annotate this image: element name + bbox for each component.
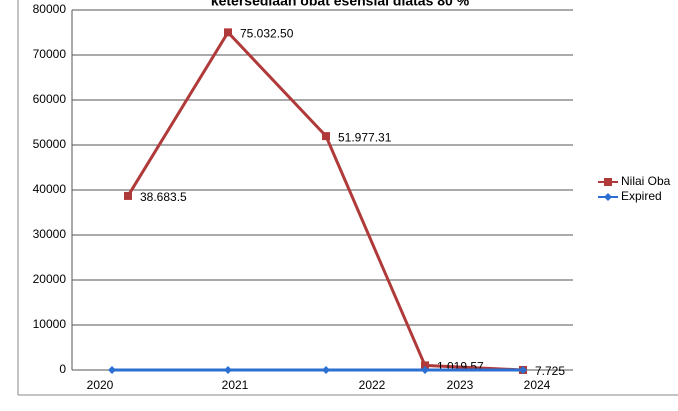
point bbox=[519, 366, 527, 374]
point bbox=[108, 366, 116, 374]
y-tick-label: 0 bbox=[59, 362, 66, 376]
legend-label: Expired bbox=[621, 189, 662, 203]
legend-marker bbox=[604, 178, 612, 186]
y-tick-label: 70000 bbox=[33, 47, 67, 61]
point bbox=[224, 28, 232, 37]
data-label: 38.683.5 bbox=[140, 190, 187, 204]
y-tick-label: 20000 bbox=[33, 272, 67, 286]
point bbox=[322, 132, 330, 141]
x-tick-label: 2021 bbox=[222, 378, 249, 392]
y-tick-label: 10000 bbox=[33, 317, 67, 331]
point bbox=[322, 366, 330, 374]
point bbox=[421, 366, 429, 374]
data-label: 51.977.31 bbox=[338, 130, 392, 144]
x-tick-label: 2023 bbox=[447, 378, 474, 392]
legend-marker bbox=[604, 193, 612, 201]
point bbox=[224, 366, 232, 374]
y-tick-label: 50000 bbox=[33, 137, 67, 151]
data-label: 75.032.50 bbox=[240, 27, 294, 41]
y-tick-label: 30000 bbox=[33, 227, 67, 241]
point bbox=[124, 191, 132, 200]
y-tick-label: 80000 bbox=[33, 2, 67, 16]
chart-title: ketersediaan obat esensial diatas 80 % bbox=[211, 0, 470, 9]
data-label: 7.725 bbox=[535, 364, 565, 378]
series-line bbox=[126, 29, 524, 372]
legend-label: Nilai Oba bbox=[621, 174, 671, 188]
x-tick-label: 2024 bbox=[524, 378, 551, 392]
x-tick-label: 2020 bbox=[87, 378, 114, 392]
y-tick-label: 40000 bbox=[33, 182, 67, 196]
x-tick-label: 2022 bbox=[359, 378, 386, 392]
y-tick-label: 60000 bbox=[33, 92, 67, 106]
point bbox=[421, 361, 429, 370]
